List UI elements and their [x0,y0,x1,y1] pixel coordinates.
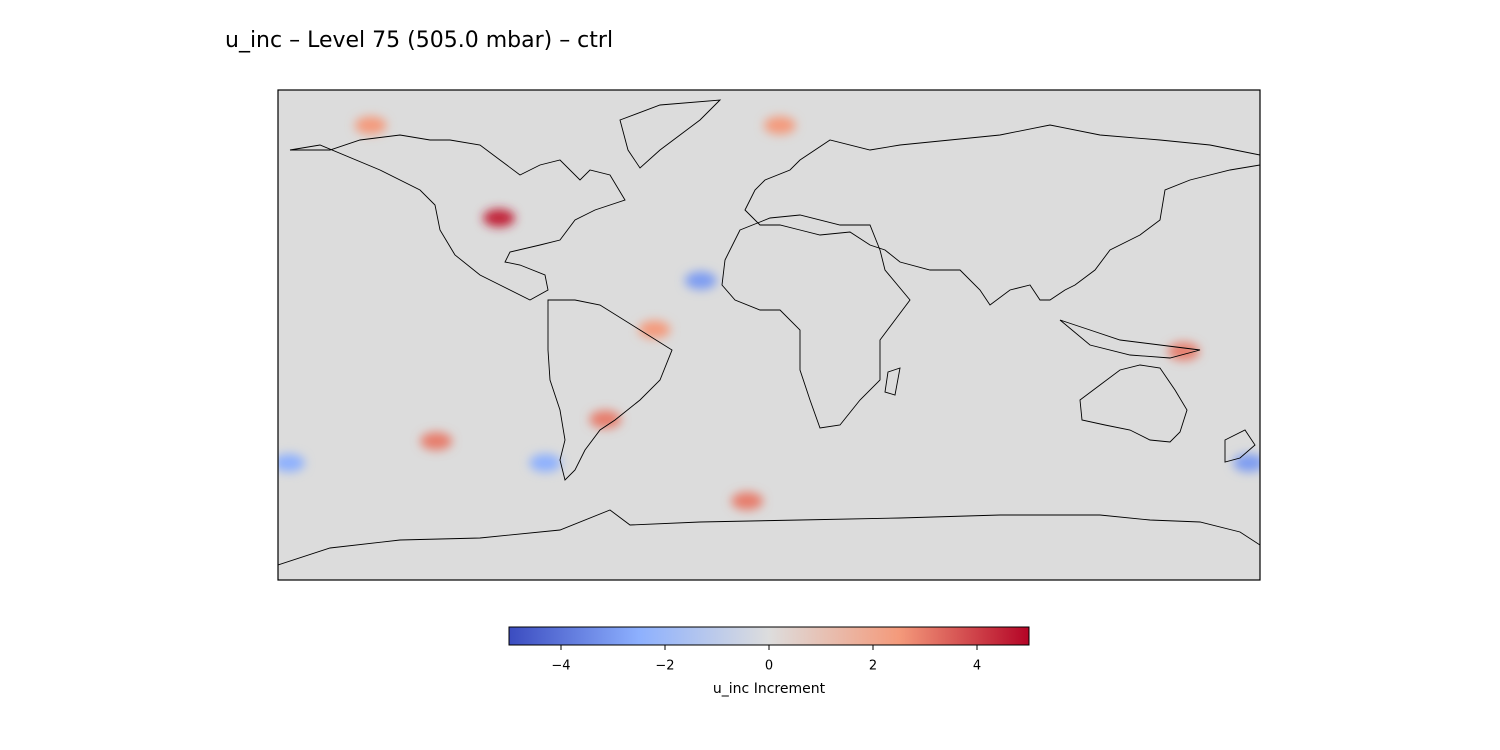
field-anomaly [354,116,387,135]
coastline [278,509,1260,566]
map-frame [277,89,1261,581]
field-anomaly [278,453,305,472]
colorbar-tick-label: −2 [655,659,674,674]
field [278,116,1260,511]
coastline [619,99,722,169]
field-anomaly [529,453,562,472]
coastline [547,299,673,481]
field-anomaly [482,208,515,227]
map-background [278,90,1260,580]
coastline [721,214,911,429]
colorbar-tick-label: 2 [869,659,877,674]
coastline [1059,319,1201,359]
coastline [289,134,626,301]
coastline [884,367,901,396]
coastlines [278,99,1260,566]
field-anomaly [638,320,671,339]
coastline [1224,429,1256,463]
colorbar-tick-label: 0 [765,659,773,674]
field-anomaly [731,492,764,511]
colorbar-tick-label: −4 [551,659,570,674]
colorbar [508,626,1030,646]
field-anomaly [420,432,453,451]
field-anomaly [763,116,796,135]
colorbar-tick-label: 4 [973,659,981,674]
coastline [744,124,1260,306]
field-anomaly [684,271,717,290]
field-anomaly [589,410,622,429]
chart-title: u_inc – Level 75 (505.0 mbar) – ctrl [225,28,613,53]
colorbar-label: u_inc Increment [713,681,826,697]
coastline [1079,364,1188,443]
